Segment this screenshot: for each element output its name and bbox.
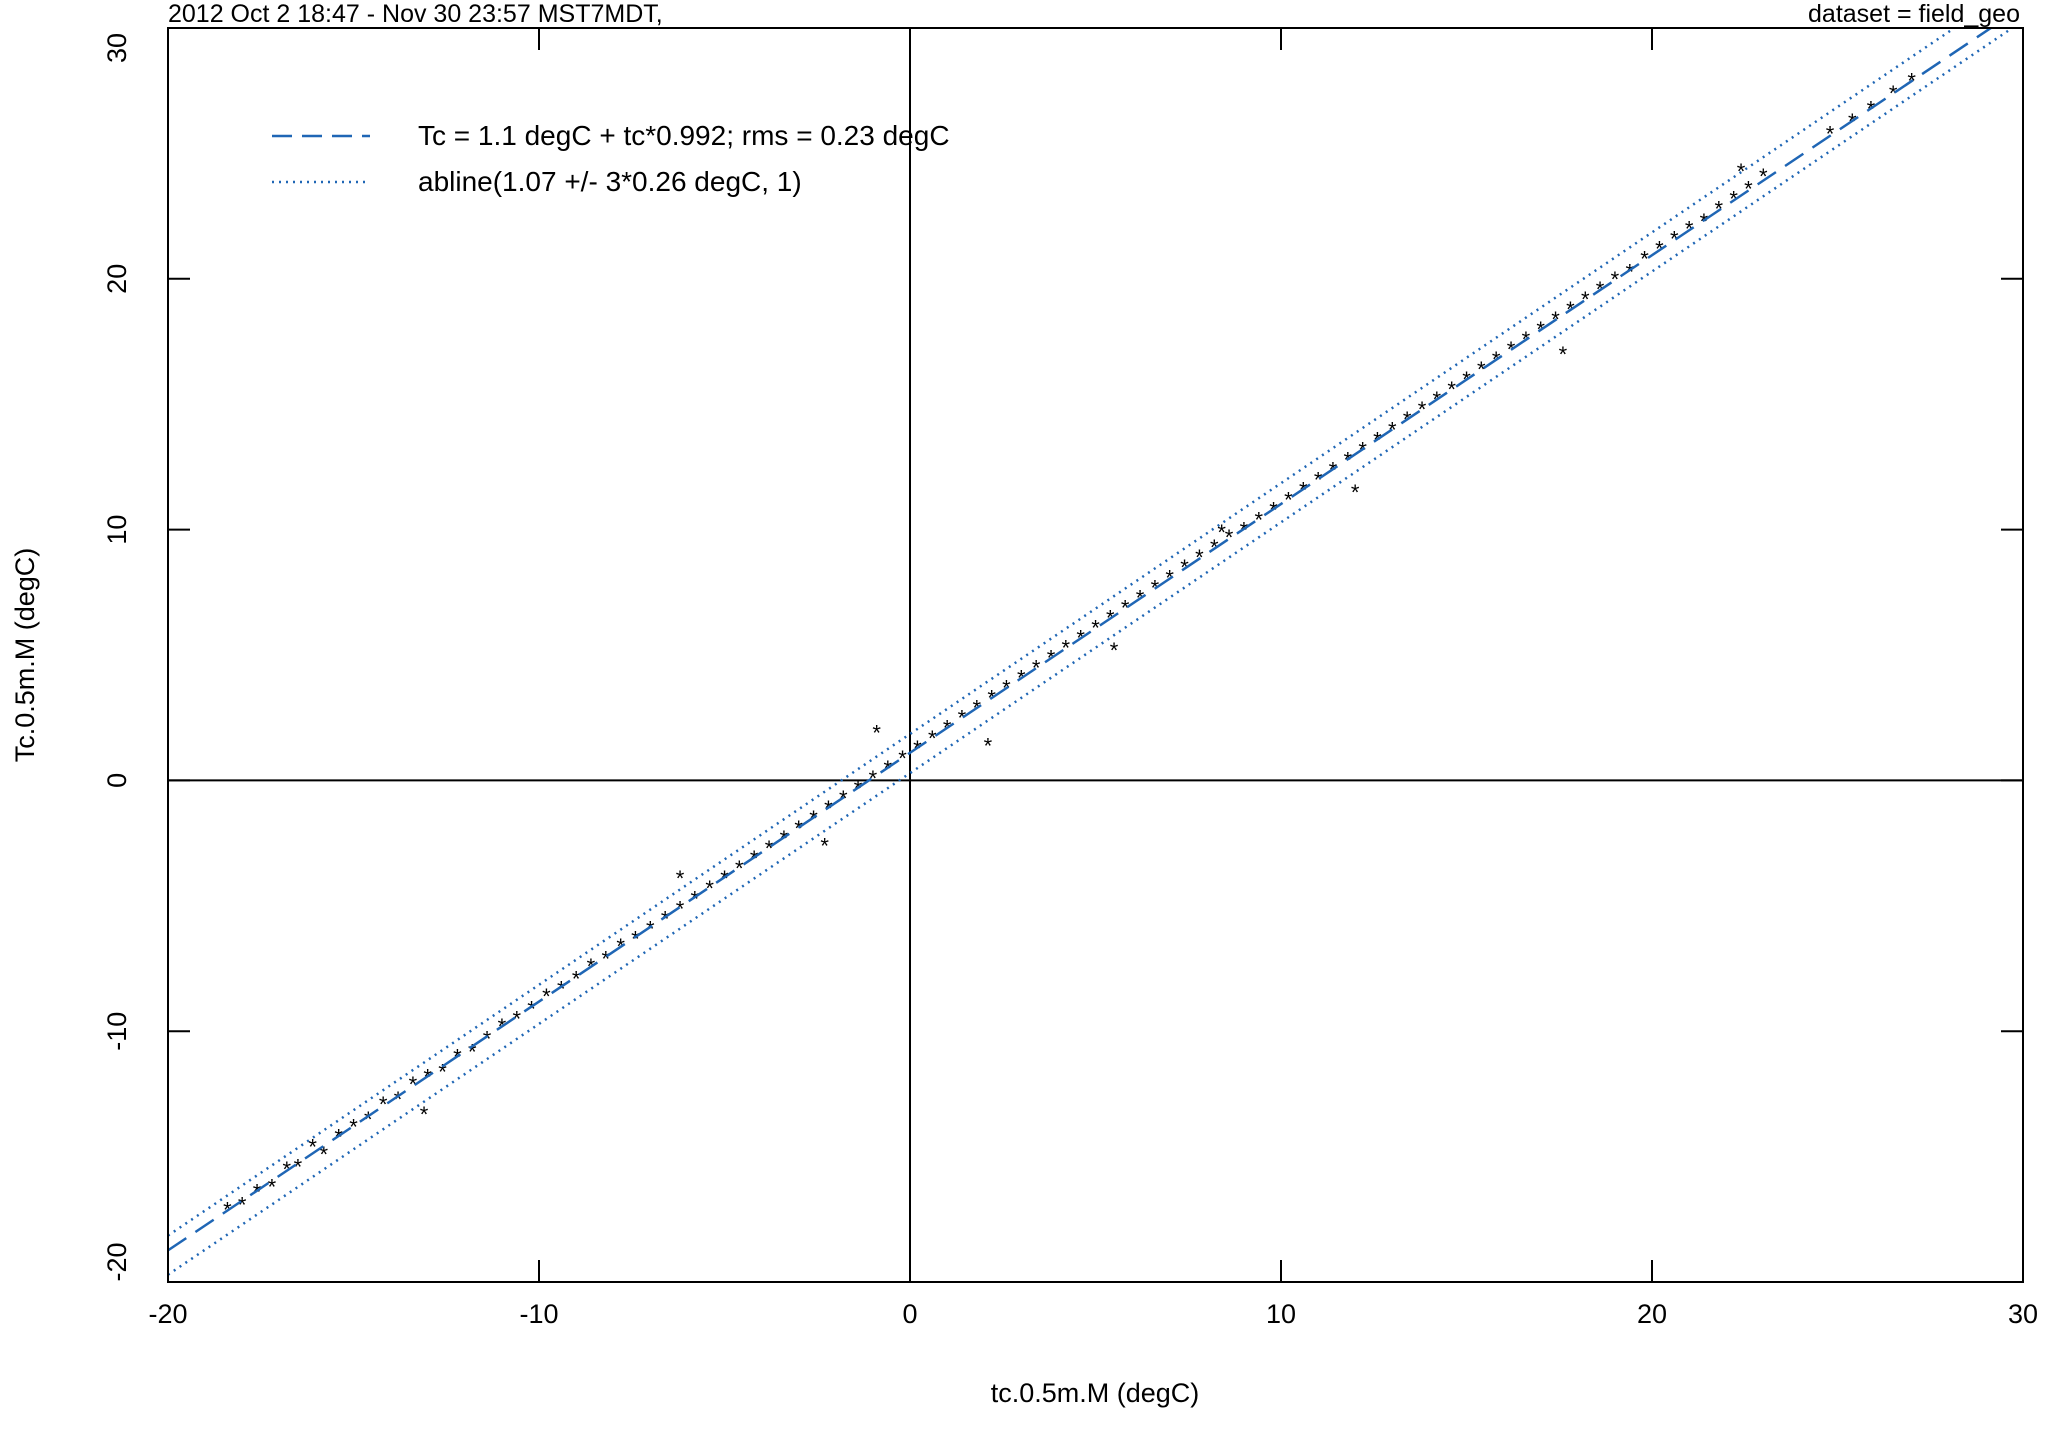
data-point: *	[409, 1072, 418, 1097]
y-axis-label: Tc.0.5m.M (degC)	[10, 548, 40, 763]
plot-frame	[167, 27, 2024, 1283]
data-point: *	[420, 1102, 429, 1127]
data-point: *	[765, 836, 774, 861]
data-point: *	[676, 896, 685, 921]
x-tick-label: 20	[1637, 1299, 1667, 1329]
data-point: *	[379, 1092, 388, 1117]
data-point: *	[1351, 480, 1360, 505]
data-point: *	[1889, 81, 1898, 106]
data-point: *	[984, 733, 993, 758]
data-point: *	[527, 997, 536, 1022]
data-point: *	[468, 1039, 477, 1064]
y-tick-label: -20	[102, 1242, 132, 1281]
x-tick-label: 0	[902, 1299, 917, 1329]
data-point: *	[320, 1142, 329, 1167]
legend: Tc = 1.1 degC + tc*0.992; rms = 0.23 deg…	[272, 120, 950, 197]
y-tick-label: -10	[102, 1012, 132, 1051]
data-point: *	[869, 766, 878, 791]
data-point: *	[1217, 520, 1226, 545]
data-points: ** *** ** ** ****** ** * *** * * * * ***************…	[223, 69, 1916, 1223]
fit-line-group	[168, 28, 1994, 1252]
data-point: *	[1625, 259, 1634, 284]
data-point: *	[794, 816, 803, 841]
data-point: *	[308, 1135, 317, 1160]
data-point: *	[1388, 417, 1397, 442]
legend-entry-abline: abline(1.07 +/- 3*0.26 degC, 1)	[418, 166, 802, 197]
data-point: *	[1670, 227, 1679, 252]
y-tick-label: 0	[102, 773, 132, 788]
data-point: *	[253, 1180, 262, 1205]
header-right: dataset = field_geo	[1808, 0, 2020, 28]
data-point: *	[557, 977, 566, 1002]
legend-entry-fit: Tc = 1.1 degC + tc*0.992; rms = 0.23 deg…	[418, 120, 950, 151]
data-point: *	[1121, 595, 1130, 620]
data-point: *	[1091, 615, 1100, 640]
data-point: *	[1062, 635, 1071, 660]
data-point: *	[394, 1087, 403, 1112]
data-point: *	[268, 1175, 277, 1200]
data-point: *	[691, 886, 700, 911]
data-point: *	[958, 706, 967, 731]
data-point: *	[1225, 525, 1234, 550]
data-point: *	[661, 906, 670, 931]
fit-line	[168, 28, 1994, 1252]
data-point: *	[1314, 467, 1323, 492]
data-point: *	[512, 1007, 521, 1032]
data-point: *	[872, 721, 881, 746]
data-point: *	[631, 926, 640, 951]
bound-line-2	[168, 28, 2015, 1276]
data-point: *	[238, 1192, 247, 1217]
data-point: *	[1826, 121, 1835, 146]
data-point: *	[720, 866, 729, 891]
data-point: *	[1284, 488, 1293, 513]
data-point: *	[483, 1027, 492, 1052]
data-point: *	[542, 984, 551, 1009]
data-point: *	[349, 1115, 358, 1140]
data-point: *	[1737, 159, 1746, 184]
data-point: *	[438, 1059, 447, 1084]
data-point: *	[294, 1155, 303, 1180]
data-point: *	[364, 1107, 373, 1132]
data-point: *	[735, 856, 744, 881]
x-tick-label: -10	[519, 1299, 558, 1329]
x-tick-label: -20	[148, 1299, 187, 1329]
data-point: *	[1477, 357, 1486, 382]
data-point: *	[572, 967, 581, 992]
x-axis: -20 -10 0 10 20 30	[148, 28, 2038, 1329]
x-tick-label: 30	[2008, 1299, 2038, 1329]
data-point: *	[1447, 377, 1456, 402]
data-point: *	[1110, 638, 1119, 663]
data-point: *	[898, 746, 907, 771]
x-tick-label: 10	[1266, 1299, 1296, 1329]
data-point: *	[1611, 267, 1620, 292]
data-point: *	[928, 726, 937, 751]
y-tick-label: 20	[102, 264, 132, 294]
data-point: *	[1418, 397, 1427, 422]
data-point: *	[1759, 164, 1768, 189]
header-left: 2012 Oct 2 18:47 - Nov 30 23:57 MST7MDT,	[168, 0, 663, 28]
y-tick-label: 10	[102, 515, 132, 545]
x-axis-label: tc.0.5m.M (degC)	[991, 1378, 1200, 1408]
data-point: *	[1559, 342, 1568, 367]
data-point: *	[1640, 247, 1649, 272]
reference-lines	[168, 28, 2023, 1282]
data-point: *	[705, 876, 714, 901]
data-point: *	[646, 916, 655, 941]
data-point: *	[1581, 287, 1590, 312]
data-point: *	[1254, 508, 1263, 533]
data-point: *	[601, 946, 610, 971]
data-point: *	[820, 834, 829, 859]
data-point: *	[1032, 656, 1041, 681]
y-tick-label: 30	[102, 33, 132, 63]
data-point: *	[1744, 177, 1753, 202]
data-point: *	[676, 866, 685, 891]
y-axis: -20 -10 0 10 20 30	[102, 27, 2023, 1283]
